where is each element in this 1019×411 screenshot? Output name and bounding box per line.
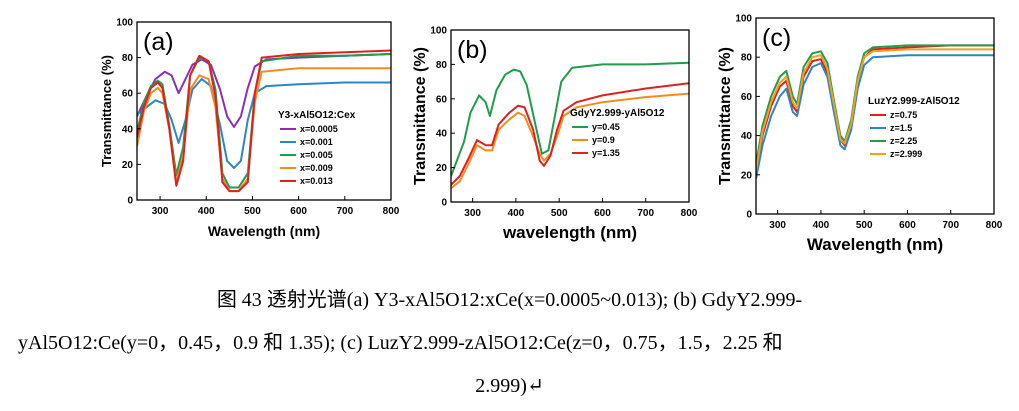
- legend-entry: z=2.25: [890, 136, 917, 146]
- y-tick-label: 40: [122, 124, 134, 135]
- y-tick-label: 60: [436, 94, 448, 105]
- y-tick-label: 40: [436, 129, 448, 140]
- y-tick-label: 60: [122, 89, 134, 100]
- legend-entry: x=0.005: [300, 150, 333, 160]
- legend-title: GdyY2.999-yAl5O12: [570, 108, 665, 119]
- x-axis-label: wavelength (nm): [502, 223, 637, 242]
- x-tick-label: 400: [198, 206, 215, 217]
- x-tick-label: 400: [813, 220, 830, 231]
- legend-entry: z=0.75: [890, 110, 917, 120]
- figure-caption-line-2: yAl5O12:Ce(y=0，0.45，0.9 和 1.35); (c) Luz…: [18, 332, 783, 354]
- legend-entry: x=0.0005: [300, 124, 338, 134]
- y-tick-label: 100: [116, 18, 133, 29]
- legend-entry: x=0.013: [300, 176, 333, 186]
- x-axis-label: Wavelength (nm): [208, 223, 320, 239]
- chart-panel-1: 300 400 500 600 700 800 0 20 40 60 80 100 Wavelength…: [99, 18, 400, 240]
- legend-entry: y=0.45: [592, 122, 620, 132]
- series-line-4: [137, 67, 391, 193]
- plot-frame: [136, 21, 392, 201]
- y-tick-label: 100: [430, 26, 447, 37]
- x-tick-label: 400: [508, 208, 525, 219]
- x-tick-label: 800: [681, 208, 698, 219]
- y-tick-label: 20: [741, 170, 753, 181]
- x-tick-label: 600: [594, 208, 611, 219]
- series-line-2: [137, 78, 391, 169]
- y-tick-label: 80: [741, 53, 753, 64]
- x-tick-label: 800: [986, 220, 1003, 231]
- x-tick-label: 500: [244, 206, 261, 217]
- series-line-2: [756, 54, 994, 179]
- y-tick-label: 100: [735, 14, 752, 25]
- y-tick-label: 60: [741, 92, 753, 103]
- legend-title: LuzY2.999-zAl5O12: [868, 96, 960, 107]
- panel-label: (b): [457, 36, 488, 64]
- x-tick-label: 700: [637, 208, 654, 219]
- x-tick-label: 300: [464, 208, 481, 219]
- y-tick-label: 0: [746, 210, 752, 221]
- plot-frame: [450, 29, 690, 203]
- y-tick-label: 0: [127, 196, 133, 207]
- series-line-3: [756, 44, 994, 166]
- legend-entry: x=0.001: [300, 137, 333, 147]
- chart-panel-2: 300 400 500 600 700 800 0 20 40 60 80 100 wavelength…: [412, 26, 698, 243]
- plot-frame: [755, 17, 995, 215]
- y-tick-label: 20: [122, 160, 134, 171]
- figure-caption-line-1: 图 43 透射光谱(a) Y3-xAl5O12:xCe(x=0.0005~0.0…: [216, 289, 803, 311]
- legend-entry: y=0.9: [592, 135, 615, 145]
- y-tick-label: 0: [441, 198, 447, 209]
- chart-panel-3: 300 400 500 600 700 800 0 20 40 60 80 100 Wavelength…: [717, 14, 1003, 255]
- figure-panels: 300 400 500 600 700 800020406080100Wavelength…: [99, 14, 1003, 255]
- legend-entry: z=1.5: [890, 123, 912, 133]
- x-axis-label: Wavelength (nm): [807, 235, 943, 254]
- y-tick-label: 20: [436, 163, 448, 174]
- series-line-5: [137, 49, 391, 193]
- x-tick-label: 600: [899, 220, 916, 231]
- panel-label: (a): [143, 28, 174, 56]
- legend-entry: y=1.35: [592, 148, 620, 158]
- x-tick-label: 700: [336, 206, 353, 217]
- x-tick-label: 800: [383, 206, 400, 217]
- y-axis-label: Transmittance (%): [412, 47, 429, 185]
- series-line-3: [451, 82, 689, 186]
- x-tick-label: 300: [769, 220, 786, 231]
- x-tick-label: 500: [856, 220, 873, 231]
- x-tick-label: 600: [290, 206, 307, 217]
- y-axis-label: Transmittance (%): [99, 55, 114, 167]
- legend-entry: z=2.999: [890, 149, 922, 159]
- x-tick-label: 700: [942, 220, 959, 231]
- panel-label: (c): [762, 24, 791, 52]
- x-tick-label: 500: [551, 208, 568, 219]
- legend-entry: x=0.009: [300, 163, 333, 173]
- y-tick-label: 80: [122, 53, 134, 64]
- series-line-4: [756, 48, 994, 172]
- figure-caption-line-3: 2.999)↵: [475, 375, 544, 397]
- series-line-1: [451, 61, 689, 177]
- y-tick-label: 40: [741, 131, 753, 142]
- x-tick-label: 300: [152, 206, 169, 217]
- y-tick-label: 80: [436, 60, 448, 71]
- legend-title: Y3-xAl5O12:Cex: [278, 110, 356, 121]
- y-axis-label: Transmittance (%): [717, 47, 734, 185]
- series-line-2: [451, 92, 689, 189]
